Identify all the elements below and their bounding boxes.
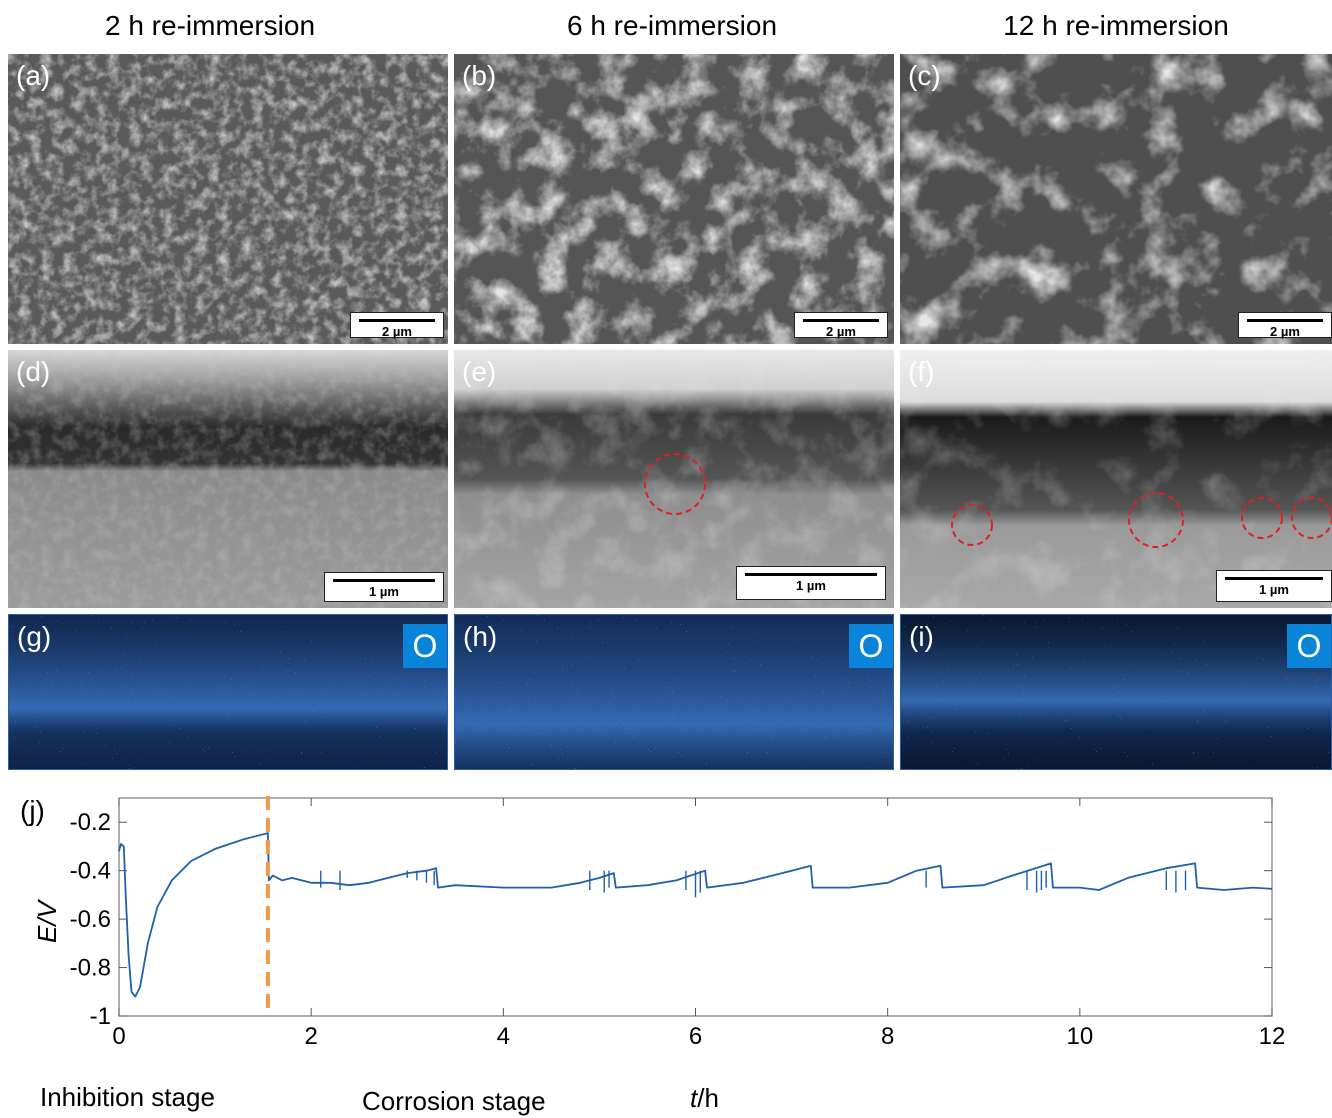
eds-panel-h: (h) O [454, 614, 894, 770]
scale-text-b: 2 µm [826, 324, 856, 339]
marker-circle-e [644, 453, 706, 515]
scale-text-d: 1 µm [369, 584, 399, 599]
scale-bar-e: 1 µm [736, 566, 886, 600]
column-title-2h: 2 h re-immersion [104, 10, 316, 41]
potential-time-chart: 0 2 4 6 8 10 12 -0.2 -0.4 -0.6 -0.8 -1 (j) E/V t/h [20, 795, 1286, 1113]
scale-text-a: 2 µm [382, 324, 412, 339]
scale-bar-c: 2 µm [1238, 312, 1332, 339]
x-axis-label-unit: /h [697, 1083, 719, 1113]
potential-series-line [118, 832, 1273, 998]
sem-panel-b: (b) 2 µm [454, 54, 894, 344]
sem-panel-a: (a) 2 µm [8, 54, 448, 344]
plot-frame [118, 797, 1273, 1017]
stage-label-corrosion: Corrosion stage [362, 1086, 546, 1116]
column-title-12h: 12 h re-immersion [1003, 10, 1229, 41]
panel-label-e: (e) [462, 356, 497, 387]
scale-bar-d: 1 µm [324, 572, 444, 602]
marker-circle-f1 [951, 504, 993, 546]
y-tick-label: -0.8 [70, 955, 111, 982]
x-tick-label: 10 [1066, 1023, 1093, 1050]
scale-text-e: 1 µm [796, 578, 826, 593]
marker-circle-f4 [1291, 497, 1332, 539]
y-tick-label: -0.2 [70, 809, 111, 836]
x-tick-label: 8 [881, 1023, 894, 1050]
y-tick-label: -0.6 [70, 906, 111, 933]
panel-label-b: (b) [462, 60, 497, 91]
x-axis-label-var: t [690, 1083, 699, 1113]
sem-panel-f: (f) 1 µm [900, 350, 1332, 608]
panel-label-d: (d) [16, 356, 51, 387]
eds-panel-i: (i) O [900, 614, 1332, 770]
scale-bar-b: 2 µm [794, 312, 888, 339]
sem-panel-d: (d) 1 µm [8, 350, 448, 608]
x-tick-label: 2 [304, 1023, 317, 1050]
x-tick-label: 0 [112, 1023, 125, 1050]
y-axis-label: E/V [32, 898, 62, 943]
x-tick-label: 4 [497, 1023, 510, 1050]
chart-axes: 0 2 4 6 8 10 12 -0.2 -0.4 -0.6 -0.8 -1 [70, 797, 1286, 1050]
x-tick-label: 12 [1259, 1023, 1286, 1050]
x-tick-label: 6 [689, 1023, 702, 1050]
x-axis-label: t/h [690, 1083, 719, 1113]
panel-label-g: (g) [17, 621, 52, 652]
scale-bar-a: 2 µm [350, 312, 444, 339]
sem-panel-e: (e) 1 µm [454, 350, 894, 608]
scale-text-c: 2 µm [1270, 324, 1300, 339]
element-badge-h: O [849, 624, 893, 668]
stage-label-inhibition: Inhibition stage [40, 1082, 215, 1112]
scale-bar-f: 1 µm [1216, 570, 1332, 602]
panel-label-i: (i) [909, 621, 934, 652]
element-badge-i: O [1287, 624, 1331, 668]
panel-label-f: (f) [908, 356, 935, 387]
marker-circle-f2 [1128, 492, 1184, 548]
scale-text-f: 1 µm [1259, 582, 1289, 597]
panel-label-j: (j) [20, 795, 45, 826]
panel-label-h: (h) [463, 621, 498, 652]
element-badge-g: O [403, 624, 447, 668]
sem-panel-c: (c) 2 µm [900, 54, 1332, 344]
y-tick-label: -1 [90, 1003, 111, 1030]
panel-label-c: (c) [908, 60, 941, 91]
marker-circle-f3 [1241, 497, 1283, 539]
eds-panel-g: (g) O [8, 614, 448, 770]
y-tick-label: -0.4 [70, 858, 111, 885]
panel-label-a: (a) [16, 60, 51, 91]
column-title-6h: 6 h re-immersion [566, 10, 778, 41]
